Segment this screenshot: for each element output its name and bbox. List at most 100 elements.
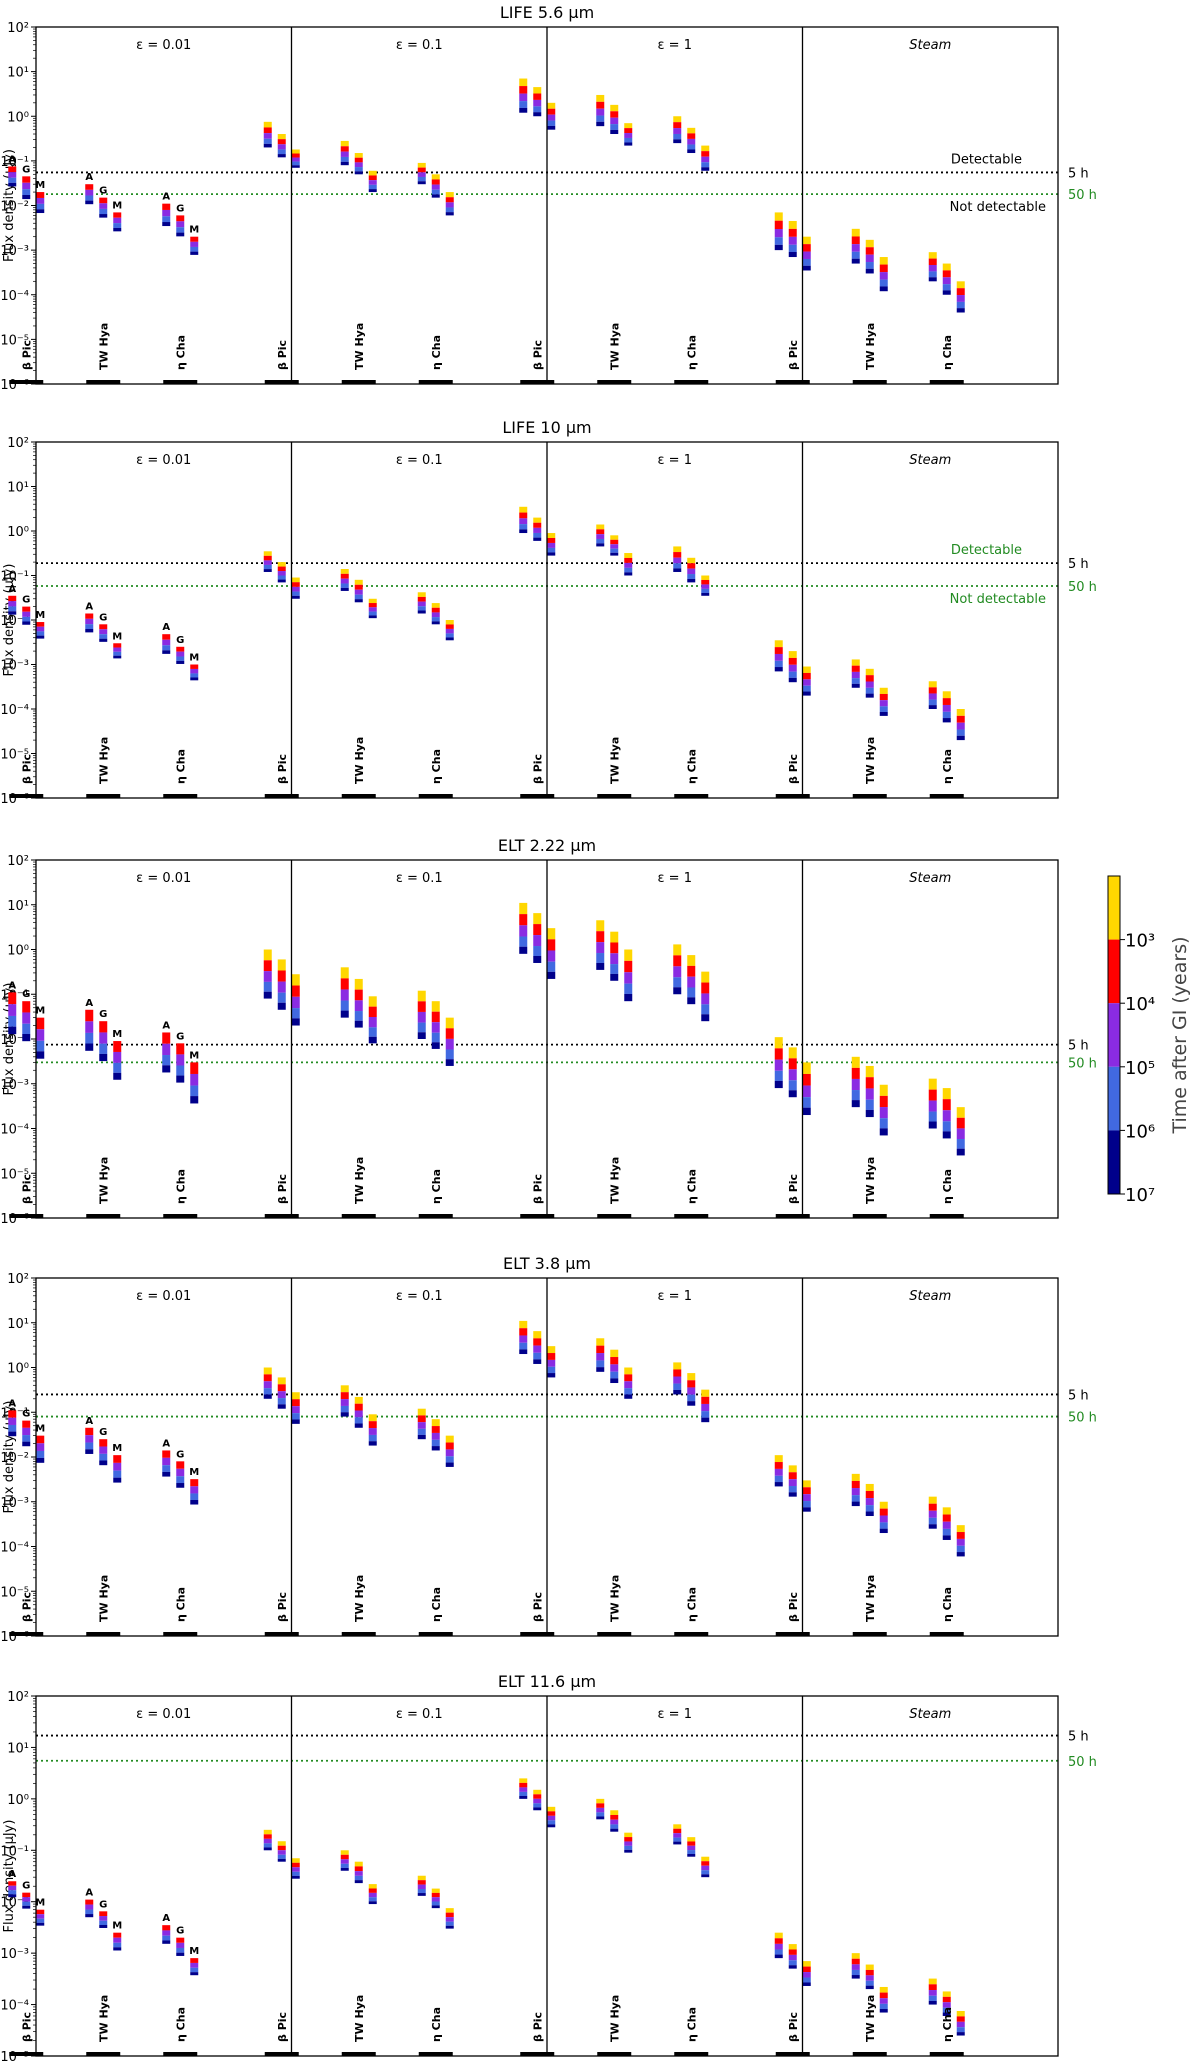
flux-bar-segment: [431, 174, 440, 180]
flux-bar-segment: [431, 1042, 440, 1049]
flux-bar-segment: [162, 1471, 171, 1477]
flux-bar-segment: [673, 568, 682, 572]
flux-bar-segment: [190, 1962, 199, 1968]
flux-bar-segment: [673, 563, 682, 569]
flux-bar-segment: [673, 139, 682, 144]
flux-bar-segment: [624, 567, 633, 573]
flux-bar-segment: [774, 1462, 783, 1469]
flux-bar-segment: [190, 241, 199, 247]
flux-bar-segment: [368, 607, 377, 612]
flux-bar-segment: [774, 220, 783, 230]
flux-bar-segment: [624, 142, 633, 146]
flux-bar-segment: [774, 1949, 783, 1955]
group-baseline-bar: [775, 794, 810, 798]
flux-bar-segment: [8, 177, 17, 183]
colorbar-tick-label: 10⁶: [1125, 1121, 1155, 1142]
flux-bar-segment: [431, 1432, 440, 1440]
flux-bar-segment: [36, 192, 45, 198]
flux-bar-segment: [596, 1345, 605, 1354]
flux-bar-segment: [956, 729, 965, 736]
column-title: ε = 1: [658, 1289, 692, 1304]
flux-bar-segment: [547, 1815, 556, 1821]
flux-bar-segment: [354, 1861, 363, 1867]
group-label: TW Hya: [864, 1157, 877, 1204]
flux-bar-segment: [596, 101, 605, 109]
group-baseline-bar: [929, 1214, 964, 1218]
flux-bar-segment: [277, 1384, 286, 1392]
flux-bar-segment: [701, 584, 710, 589]
flux-bar-segment: [354, 584, 363, 590]
y-tick-label: 10⁻²: [0, 1896, 29, 1911]
flux-bar-segment: [445, 1925, 454, 1929]
flux-bar-segment: [431, 612, 440, 618]
star-type-label: G: [99, 186, 107, 197]
flux-bar-segment: [610, 964, 619, 974]
flux-bar-segment: [354, 1417, 363, 1424]
flux-bar-segment: [788, 220, 797, 229]
flux-bar-segment: [162, 1450, 171, 1458]
flux-bar-segment: [263, 143, 272, 148]
flux-bar-segment: [368, 1441, 377, 1446]
group-label: η Cha: [430, 1587, 443, 1622]
group-label: TW Hya: [97, 1575, 110, 1622]
flux-bar-segment: [22, 1892, 31, 1898]
flux-bar-segment: [701, 1411, 710, 1418]
flux-bar-segment: [190, 236, 199, 242]
flux-bar-segment: [190, 1479, 199, 1487]
star-type-label: M: [112, 1921, 122, 1932]
flux-bar-segment: [788, 1949, 797, 1955]
flux-bar-segment: [942, 263, 951, 271]
flux-bar-segment: [596, 1360, 605, 1368]
group-baseline-bar: [674, 1214, 709, 1218]
flux-bar-segment: [162, 1465, 171, 1472]
group-baseline-bar: [418, 1632, 453, 1636]
flux-bar-segment: [291, 595, 300, 599]
flux-bar-segment: [277, 139, 286, 145]
flux-bar-segment: [8, 1015, 17, 1027]
colorbar-tick-label: 10⁷: [1125, 1185, 1155, 1206]
flux-bar-segment: [445, 197, 454, 203]
flux-bar-segment: [865, 262, 874, 269]
group-label: TW Hya: [97, 323, 110, 370]
star-type-label: A: [8, 584, 16, 595]
flux-bar-segment: [547, 542, 556, 548]
flux-bar-segment: [36, 1017, 45, 1030]
flux-bar-segment: [99, 1053, 108, 1062]
flux-bar-segment: [879, 1992, 888, 1999]
flux-bar-segment: [701, 982, 710, 994]
flux-bar-segment: [354, 157, 363, 163]
flux-bar-segment: [673, 546, 682, 553]
flux-bar-segment: [8, 1424, 17, 1432]
flux-bar-segment: [36, 1435, 45, 1444]
flux-bar-segment: [865, 1975, 874, 1981]
flux-bar-segment: [533, 87, 542, 94]
flux-bar-segment: [445, 628, 454, 634]
flux-bar-segment: [788, 657, 797, 665]
flux-bar-segment: [354, 989, 363, 1001]
flux-bar-segment: [673, 557, 682, 564]
flux-bar-segment: [624, 1845, 633, 1850]
flux-bar-segment: [673, 987, 682, 995]
group-label: β Pic: [20, 754, 33, 784]
flux-bar-segment: [802, 666, 811, 673]
flux-bar-segment: [263, 1374, 272, 1382]
flux-bar-segment: [701, 145, 710, 152]
flux-bar-segment: [928, 1496, 937, 1504]
flux-bar-segment: [533, 955, 542, 963]
flux-bar-segment: [445, 1038, 454, 1050]
group-baseline-bar: [341, 2052, 376, 2056]
flux-bar-segment: [368, 1884, 377, 1889]
flux-bar-segment: [547, 114, 556, 121]
flux-bar-segment: [928, 252, 937, 259]
flux-bar-segment: [519, 936, 528, 947]
flux-bar-segment: [942, 1996, 951, 2003]
flux-bar-segment: [851, 1975, 860, 1979]
flux-bar-segment: [113, 1041, 122, 1052]
star-type-label: A: [85, 172, 93, 183]
flux-bar-segment: [942, 698, 951, 705]
flux-bar-segment: [788, 1492, 797, 1497]
flux-bar-segment: [851, 1953, 860, 1959]
group-label: β Pic: [787, 754, 800, 784]
flux-bar-segment: [596, 115, 605, 122]
flux-bar-segment: [774, 1468, 783, 1476]
